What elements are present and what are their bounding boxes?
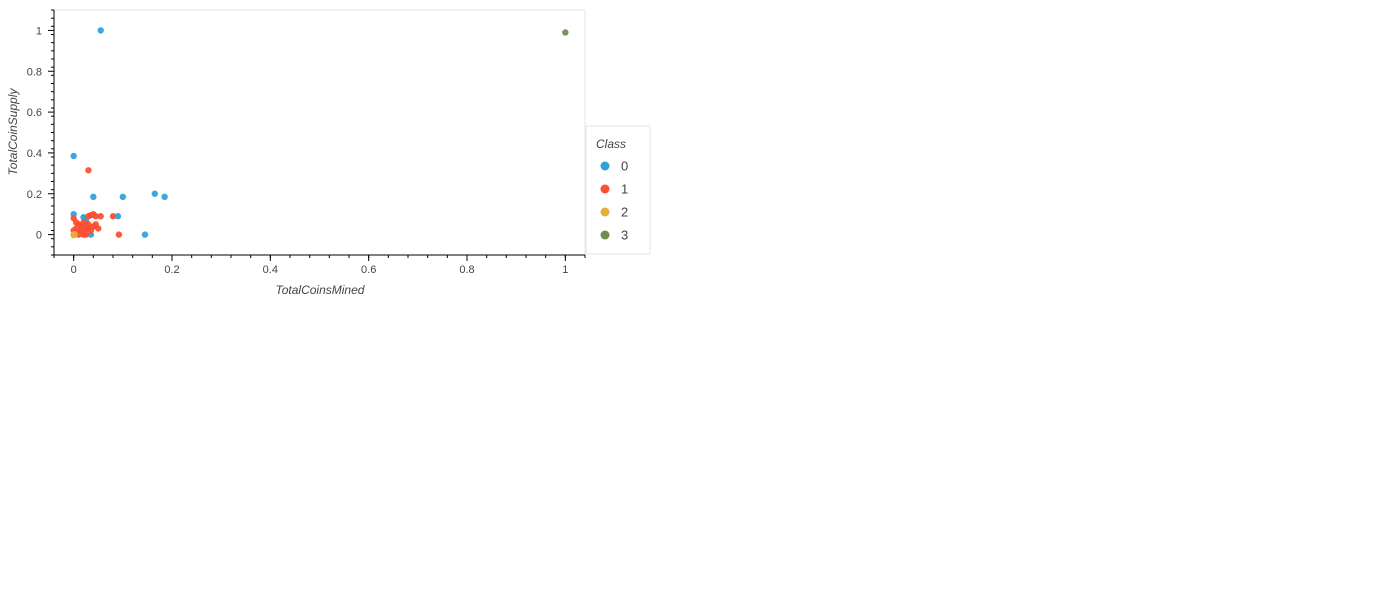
y-tick-label: 1 — [36, 25, 42, 37]
data-point — [82, 231, 90, 238]
data-point — [161, 193, 168, 201]
data-point — [115, 231, 123, 238]
data-point — [141, 231, 149, 238]
data-point — [70, 152, 77, 160]
axes: 0 0.2 0.4 0.6 0.8 1 0 0.2 0.4 0.6 0.8 1 — [27, 9, 586, 276]
data-point — [92, 213, 99, 220]
data-point — [562, 29, 569, 36]
series-1 — [70, 167, 123, 238]
data-point — [119, 193, 127, 201]
legend-title: Class — [596, 137, 626, 151]
data-point — [85, 225, 92, 232]
y-tick-label: 0.8 — [27, 66, 42, 78]
data-point — [71, 230, 78, 238]
x-tick-label: 1 — [562, 264, 568, 276]
data-point — [85, 167, 92, 174]
x-tick-label: 0.8 — [459, 264, 474, 276]
x-tick-label: 0.2 — [164, 264, 179, 276]
data-points — [70, 27, 569, 239]
x-tick-label: 0.6 — [361, 264, 376, 276]
legend-marker — [600, 184, 610, 194]
series-2 — [70, 230, 78, 239]
data-point — [109, 213, 117, 220]
series-3 — [562, 29, 569, 36]
data-point — [114, 213, 122, 220]
y-tick-label: 0.4 — [27, 148, 42, 160]
legend: Class 0 1 2 3 — [585, 125, 651, 255]
legend-marker — [600, 207, 610, 217]
data-point — [80, 219, 87, 226]
data-point — [97, 213, 104, 220]
data-point — [72, 225, 80, 232]
y-axis-title: TotalCoinSupply — [6, 88, 20, 176]
legend-marker — [600, 230, 610, 240]
data-point — [97, 27, 104, 34]
legend-label: 0 — [621, 159, 628, 174]
x-tick-label: 0.4 — [263, 264, 278, 276]
y-tick-label: 0.6 — [27, 107, 42, 119]
legend-label: 2 — [621, 205, 628, 220]
legend-marker — [600, 161, 610, 171]
data-point — [90, 193, 97, 201]
data-point — [92, 221, 99, 228]
legend-label: 1 — [621, 182, 628, 197]
data-point — [151, 190, 158, 197]
y-tick-label: 0.2 — [27, 189, 42, 201]
x-axis-title: TotalCoinsMined — [276, 283, 365, 297]
y-tick-label: 0 — [36, 230, 42, 242]
x-tick-label: 0 — [71, 264, 77, 276]
legend-label: 3 — [621, 228, 628, 243]
plot-frame — [53, 9, 586, 256]
legend-box — [585, 125, 651, 255]
